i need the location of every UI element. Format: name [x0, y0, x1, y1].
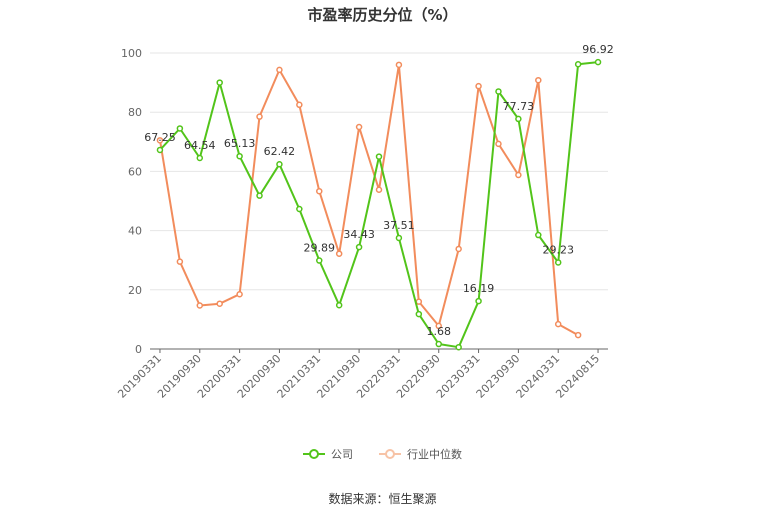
data-point-industry-median [475, 82, 482, 90]
data-label: 29.23 [542, 243, 574, 256]
chart-title: 市盈率历史分位（%） [307, 6, 458, 24]
data-label: 37.51 [383, 219, 415, 232]
legend-item-company[interactable]: 公司 [303, 446, 353, 462]
data-point-company [156, 146, 164, 154]
data-point-industry-median [216, 300, 223, 307]
data-point-industry-median [375, 186, 383, 194]
data-label: 67.25 [144, 131, 176, 144]
data-label: 34.43 [343, 228, 375, 241]
data-label: 62.42 [264, 145, 296, 158]
data-point-industry-median [535, 76, 542, 84]
data-point-company [296, 205, 303, 213]
data-point-company [455, 343, 462, 351]
legend-item-industry-median[interactable]: 行业中位数 [379, 446, 462, 462]
data-point-industry-median [335, 250, 343, 257]
data-point-industry-median [196, 302, 204, 309]
data-point-company [355, 243, 363, 251]
y-tick-label: 20 [128, 284, 142, 297]
data-point-company [236, 152, 243, 160]
data-point-industry-median [355, 123, 363, 131]
y-tick-label: 40 [128, 225, 142, 238]
data-label: 29.89 [304, 242, 336, 255]
legend-label-company: 公司 [331, 448, 353, 461]
data-point-company [375, 153, 383, 160]
data-point-company [415, 310, 423, 318]
legend-label-industry-median: 行业中位数 [407, 448, 462, 461]
data-point-company [515, 115, 522, 123]
data-point-company [216, 79, 223, 86]
data-point-industry-median [156, 137, 164, 144]
chart-plot: 0204060801002019033120190930202003312020… [115, 43, 614, 401]
y-tick-label: 0 [135, 343, 142, 356]
data-point-company [395, 234, 403, 242]
data-point-company [335, 301, 343, 309]
data-point-industry-median [256, 113, 263, 120]
data-point-company [495, 88, 502, 95]
data-label: 65.13 [224, 137, 256, 150]
data-point-company [276, 160, 283, 168]
data-point-industry-median [296, 101, 303, 109]
data-point-industry-median [395, 61, 403, 69]
y-tick-label: 80 [128, 106, 142, 119]
data-point-company [475, 297, 482, 305]
data-point-company [435, 340, 442, 348]
data-label: 96.92 [582, 43, 614, 56]
data-point-industry-median [415, 298, 423, 305]
series-line-industry-median [159, 63, 579, 336]
data-point-industry-median [176, 258, 184, 265]
data-point-industry-median [435, 322, 442, 330]
data-point-industry-median [316, 187, 323, 195]
data-source: 数据来源：恒生聚源 [328, 492, 437, 506]
y-tick-label: 60 [128, 165, 142, 178]
data-point-company [554, 259, 562, 266]
data-point-industry-median [515, 171, 522, 179]
legend-marker-industry-median [379, 449, 401, 459]
data-point-industry-median [276, 66, 283, 74]
x-tick-label: 20240815 [553, 352, 602, 401]
data-point-company [176, 125, 184, 132]
data-point-company [535, 231, 542, 239]
data-point-company [196, 154, 204, 162]
data-label: 16.19 [463, 282, 495, 295]
data-point-industry-median [236, 290, 243, 298]
data-point-industry-median [574, 331, 582, 339]
data-point-industry-median [554, 320, 562, 328]
legend: 公司 行业中位数 [0, 446, 765, 462]
legend-marker-company [303, 449, 325, 459]
data-label: 77.73 [503, 100, 535, 113]
data-point-company [316, 257, 323, 264]
data-label: 1.68 [426, 325, 451, 338]
data-point-company [574, 60, 582, 68]
data-point-company [256, 192, 263, 199]
data-point-industry-median [455, 245, 462, 253]
data-label: 64.54 [184, 139, 216, 152]
data-point-company [594, 58, 602, 66]
data-point-industry-median [495, 140, 502, 148]
y-tick-label: 100 [121, 47, 142, 60]
